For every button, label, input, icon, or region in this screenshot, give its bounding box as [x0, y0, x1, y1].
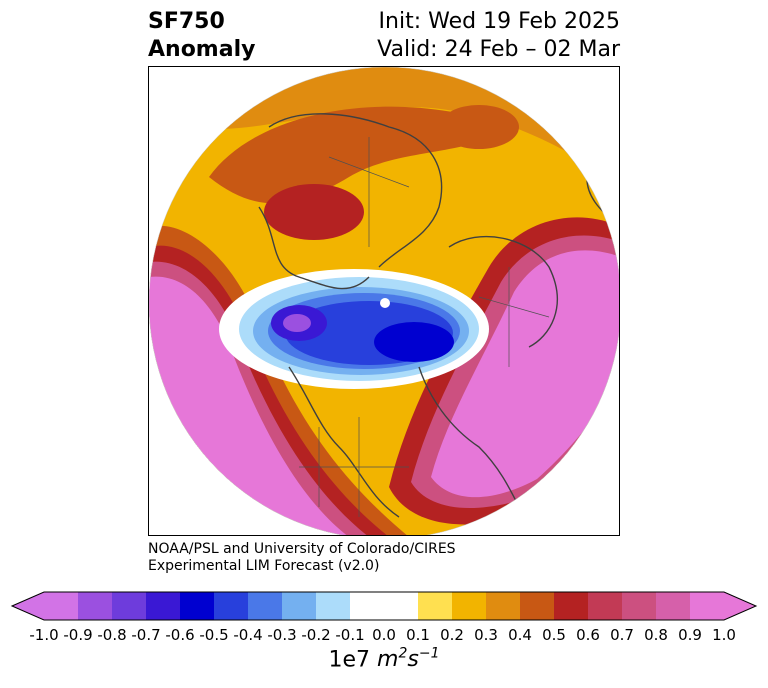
- colorbar-tick-label: -0.5: [199, 626, 229, 644]
- north-pole-marker: [380, 298, 390, 308]
- colorbar-tick-label: -0.2: [301, 626, 331, 644]
- polar-map: [149, 67, 619, 535]
- colorbar-cell: [316, 592, 351, 620]
- colorbar-cell: [520, 592, 555, 620]
- colorbar-tick-label: -0.7: [131, 626, 161, 644]
- colorbar-scale: 1e7: [328, 647, 371, 673]
- credits: NOAA/PSL and University of Colorado/CIRE…: [148, 541, 456, 575]
- borders: [299, 137, 550, 517]
- colorbar-tick-label: 0.6: [576, 626, 600, 644]
- colorbar-cell: [690, 592, 725, 620]
- colorbar-cell: [554, 592, 589, 620]
- colorbar-tick-label: -0.9: [63, 626, 93, 644]
- atlantic-positive-lobe: [431, 250, 619, 498]
- title-anomaly: Anomaly: [148, 37, 256, 62]
- colorbar-unit-m-exp: 2: [398, 646, 408, 662]
- colorbar-cell: [248, 592, 283, 620]
- colorbar-tick-label: 0.8: [644, 626, 668, 644]
- title-variable: SF750: [148, 9, 225, 34]
- field-band-upper: [209, 106, 509, 204]
- positive-center-arctic: [439, 105, 519, 149]
- colorbar-cell: [486, 592, 521, 620]
- colorbar-unit-m: m: [377, 647, 399, 673]
- colorbar-tick-label: -0.3: [267, 626, 297, 644]
- colorbar-cell: [622, 592, 657, 620]
- colorbar-tick-label: 1.0: [712, 626, 736, 644]
- map-panel: [148, 66, 620, 536]
- title-left: SF750 Anomaly: [148, 8, 255, 64]
- colorbar-cell: [44, 592, 79, 620]
- colorbar-cell: [112, 592, 147, 620]
- colorbar-tick-label: -0.4: [233, 626, 263, 644]
- colorbar-cell: [588, 592, 623, 620]
- colorbar-tick-label: -0.8: [97, 626, 127, 644]
- colorbar-tick-label: -1.0: [29, 626, 59, 644]
- colorbar-tick-label: 0.9: [678, 626, 702, 644]
- colorbar-tick-label: 0.5: [542, 626, 566, 644]
- colorbar-tick-label: 0.0: [372, 626, 396, 644]
- colorbar-cell: [214, 592, 249, 620]
- colorbar-cell: [656, 592, 691, 620]
- colorbar-tick-label: 0.4: [508, 626, 532, 644]
- colorbar-cell: [282, 592, 317, 620]
- colorbar-extend-high: [724, 592, 756, 620]
- colorbar-tick-label: 0.1: [406, 626, 430, 644]
- colorbar-outline: [10, 591, 758, 621]
- colorbar-cell: [452, 592, 487, 620]
- neg-center-east: [374, 322, 454, 362]
- credits-product: Experimental LIM Forecast (v2.0): [148, 558, 380, 574]
- colorbar-tick-label: -0.6: [165, 626, 195, 644]
- credits-org: NOAA/PSL and University of Colorado/CIRE…: [148, 541, 456, 557]
- colorbar-cell: [418, 592, 453, 620]
- colorbar-ticks: -1.0 -0.9 -0.8 -0.7 -0.6 -0.5 -0.4 -0.3 -0.2 -0.1…: [0, 626, 768, 648]
- title-right: Init: Wed 19 Feb 2025 Valid: 24 Feb – 02…: [377, 8, 620, 64]
- neg-core: [283, 314, 311, 332]
- colorbar-cell: [78, 592, 113, 620]
- colorbar: [10, 591, 758, 621]
- colorbar-label: 1e7 m2s−1: [0, 646, 768, 672]
- colorbar-tick-label: 0.7: [610, 626, 634, 644]
- valid-range: Valid: 24 Feb – 02 Mar: [377, 37, 620, 62]
- colorbar-tick-label: 0.2: [440, 626, 464, 644]
- colorbar-cell: [180, 592, 215, 620]
- colorbar-extend-low: [12, 592, 44, 620]
- colorbar-cell: [384, 592, 419, 620]
- colorbar-unit-s-exp: −1: [418, 646, 440, 662]
- init-date: Init: Wed 19 Feb 2025: [378, 9, 620, 34]
- colorbar-cell: [146, 592, 181, 620]
- colorbar-tick-label: -0.1: [335, 626, 365, 644]
- colorbar-cell: [350, 592, 385, 620]
- positive-center-eurasia: [264, 184, 364, 240]
- colorbar-tick-label: 0.3: [474, 626, 498, 644]
- colorbar-unit-s: s: [407, 647, 419, 673]
